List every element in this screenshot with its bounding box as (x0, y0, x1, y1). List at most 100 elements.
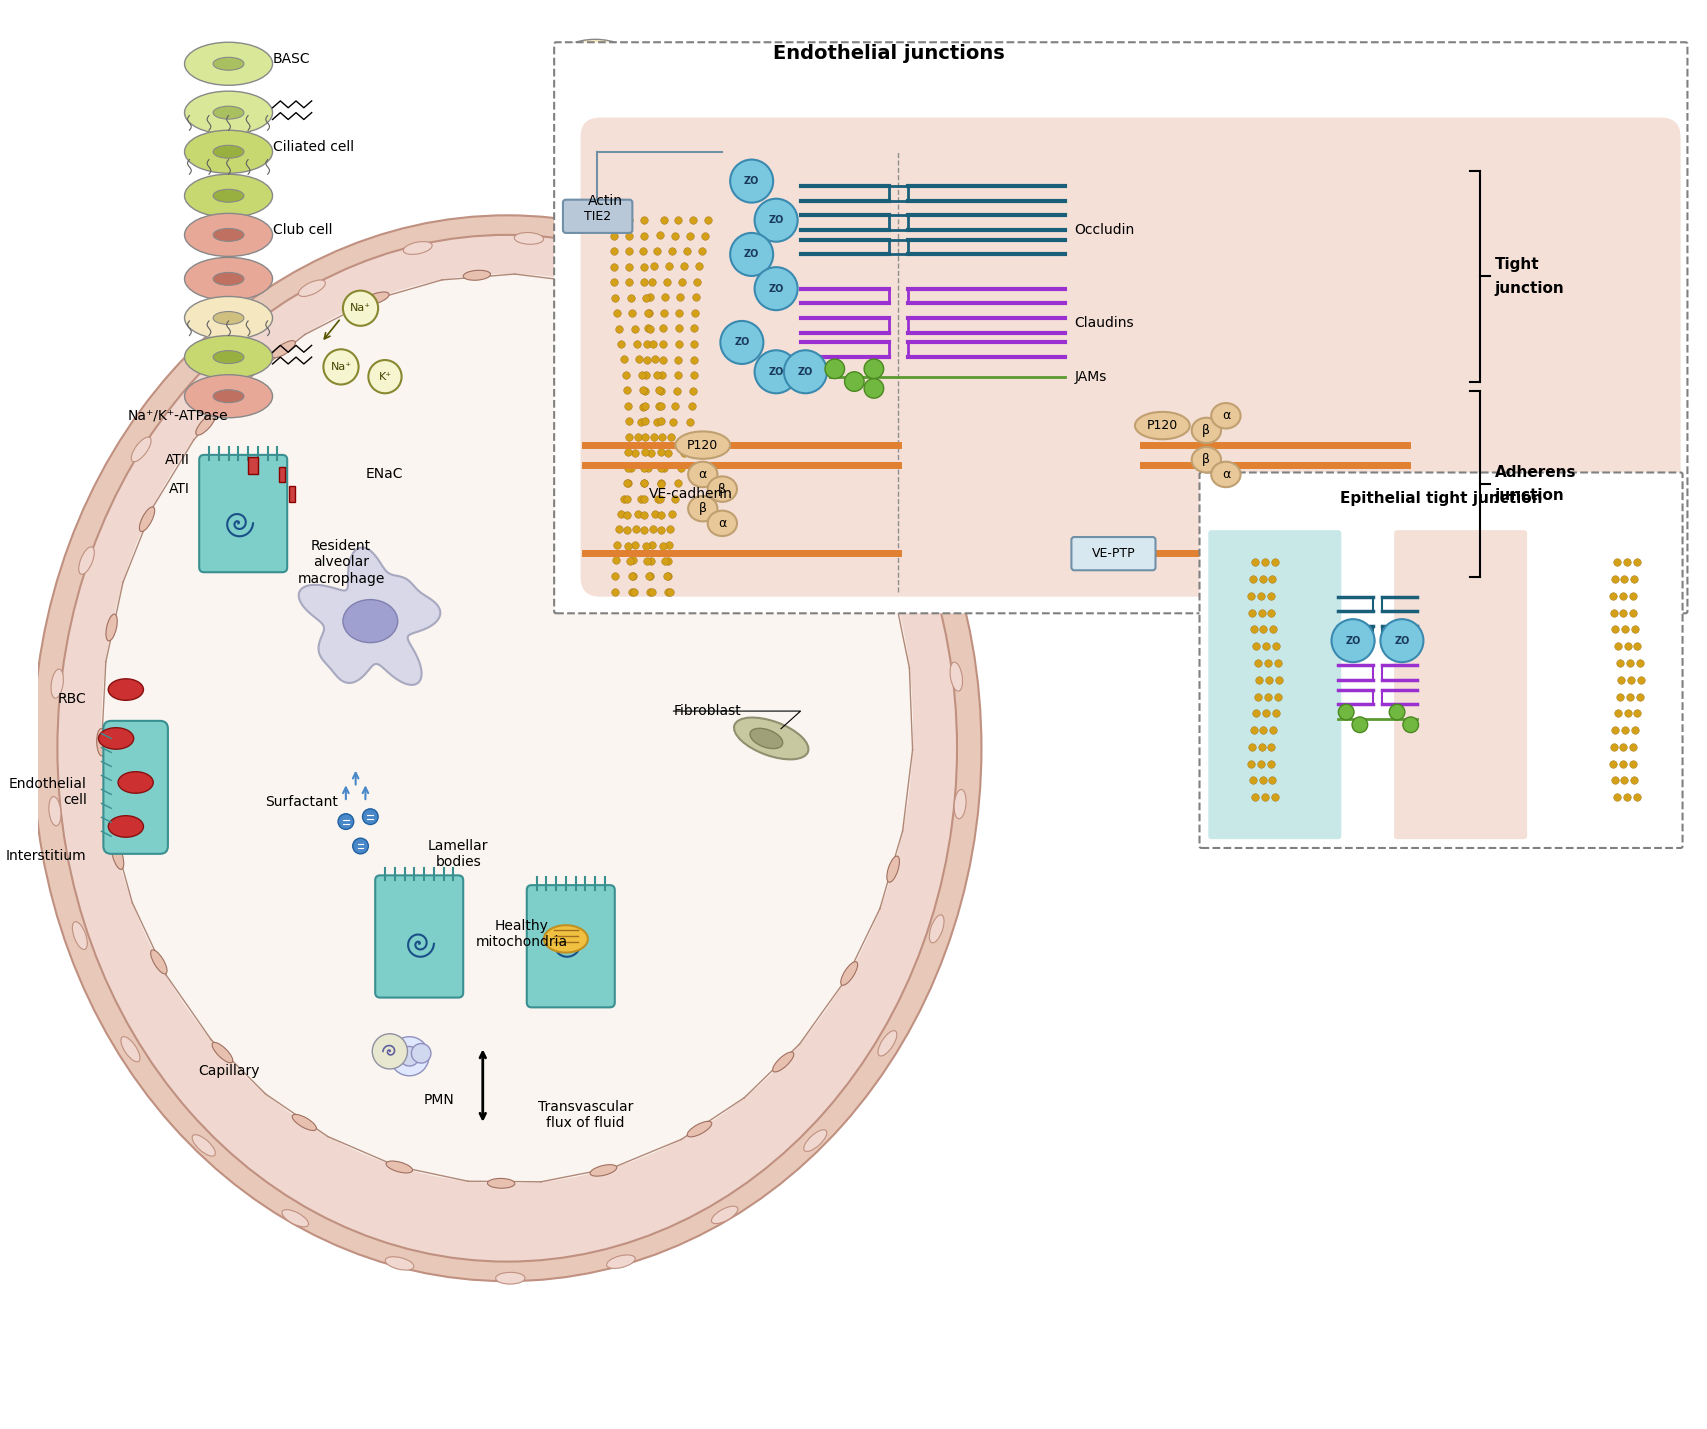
Point (1244, 652, 1272, 674)
Text: junction: junction (1495, 280, 1565, 296)
Ellipse shape (545, 925, 587, 953)
Point (640, 517, 667, 540)
Point (630, 472, 657, 494)
Text: ZO: ZO (797, 367, 813, 377)
Ellipse shape (196, 414, 215, 434)
Point (633, 349, 661, 372)
Text: ZO: ZO (1395, 636, 1410, 646)
Ellipse shape (582, 101, 608, 114)
Point (1261, 702, 1289, 725)
Point (673, 426, 700, 449)
Ellipse shape (951, 662, 963, 692)
Ellipse shape (558, 147, 632, 186)
Point (1622, 619, 1649, 642)
Point (615, 410, 642, 433)
Point (671, 442, 698, 464)
Circle shape (864, 359, 884, 379)
Ellipse shape (712, 1206, 737, 1223)
Text: ATII: ATII (164, 453, 189, 467)
Point (667, 270, 695, 293)
Point (654, 564, 681, 587)
Point (1623, 634, 1651, 657)
FancyBboxPatch shape (376, 876, 463, 997)
Point (613, 472, 640, 494)
Point (1265, 669, 1292, 692)
Point (662, 394, 690, 417)
Point (621, 317, 649, 340)
Point (628, 487, 655, 510)
Point (640, 426, 667, 449)
FancyBboxPatch shape (1072, 537, 1156, 570)
Point (630, 240, 657, 263)
Point (654, 442, 681, 464)
Ellipse shape (1212, 462, 1241, 487)
Ellipse shape (1212, 403, 1241, 429)
Point (1599, 752, 1627, 775)
Point (655, 533, 683, 556)
Text: ZO: ZO (768, 216, 784, 226)
Point (1627, 669, 1654, 692)
Point (625, 503, 652, 526)
Point (649, 349, 676, 372)
Ellipse shape (954, 789, 966, 819)
Polygon shape (299, 547, 440, 684)
Point (618, 302, 645, 324)
Point (633, 456, 661, 479)
Circle shape (399, 1046, 420, 1066)
Point (1599, 584, 1627, 607)
Point (1611, 719, 1639, 742)
Point (1622, 719, 1649, 742)
Point (649, 534, 676, 557)
Circle shape (824, 359, 845, 379)
Point (647, 503, 674, 526)
Text: VE-PTP: VE-PTP (1092, 547, 1135, 560)
Text: Interstitium: Interstitium (7, 849, 87, 863)
Point (650, 550, 678, 573)
Point (1599, 602, 1627, 624)
Point (618, 580, 645, 603)
Point (655, 580, 683, 603)
Point (630, 487, 657, 510)
Point (1620, 567, 1647, 590)
Text: Fibroblast: Fibroblast (674, 704, 741, 719)
Point (659, 503, 686, 526)
Point (626, 349, 654, 372)
Ellipse shape (97, 729, 106, 756)
Point (601, 272, 628, 294)
Text: Healthy
mitochondria: Healthy mitochondria (476, 919, 568, 949)
Ellipse shape (51, 669, 63, 699)
Point (632, 272, 659, 294)
Point (621, 533, 649, 556)
Point (632, 534, 659, 557)
Point (1617, 684, 1644, 707)
Ellipse shape (212, 1042, 232, 1063)
Point (1608, 669, 1635, 692)
Ellipse shape (72, 922, 87, 949)
Point (638, 270, 666, 293)
Point (632, 286, 659, 309)
Point (632, 380, 659, 403)
Point (655, 254, 683, 277)
Point (604, 533, 632, 556)
Ellipse shape (213, 57, 244, 70)
Text: P120: P120 (688, 439, 719, 452)
Ellipse shape (282, 1210, 309, 1228)
Ellipse shape (1191, 447, 1221, 473)
Point (1613, 552, 1640, 574)
Ellipse shape (1191, 417, 1221, 443)
Ellipse shape (666, 309, 690, 323)
Point (650, 317, 678, 340)
Point (611, 487, 638, 510)
Bar (248, 457, 258, 474)
Point (679, 380, 707, 403)
Ellipse shape (184, 257, 273, 300)
FancyBboxPatch shape (104, 720, 167, 855)
Ellipse shape (213, 273, 244, 286)
Point (1605, 634, 1632, 657)
Ellipse shape (488, 1179, 516, 1187)
Circle shape (1381, 619, 1424, 662)
Point (679, 209, 707, 231)
Text: PMN: PMN (423, 1093, 454, 1107)
Text: TIE2: TIE2 (584, 210, 611, 223)
Point (1248, 736, 1275, 759)
